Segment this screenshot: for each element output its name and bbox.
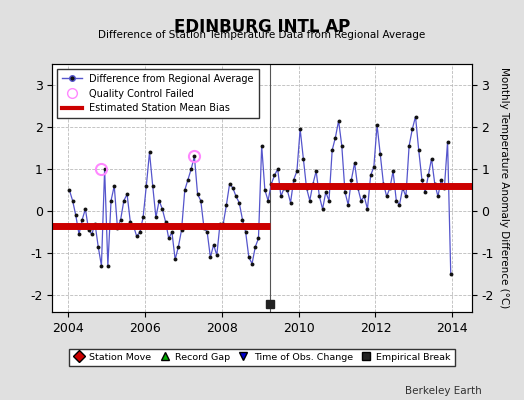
- Y-axis label: Monthly Temperature Anomaly Difference (°C): Monthly Temperature Anomaly Difference (…: [499, 67, 509, 309]
- Text: Berkeley Earth: Berkeley Earth: [406, 386, 482, 396]
- Text: EDINBURG INTL AP: EDINBURG INTL AP: [174, 18, 350, 36]
- Legend: Station Move, Record Gap, Time of Obs. Change, Empirical Break: Station Move, Record Gap, Time of Obs. C…: [69, 349, 455, 366]
- Text: Difference of Station Temperature Data from Regional Average: Difference of Station Temperature Data f…: [99, 30, 425, 40]
